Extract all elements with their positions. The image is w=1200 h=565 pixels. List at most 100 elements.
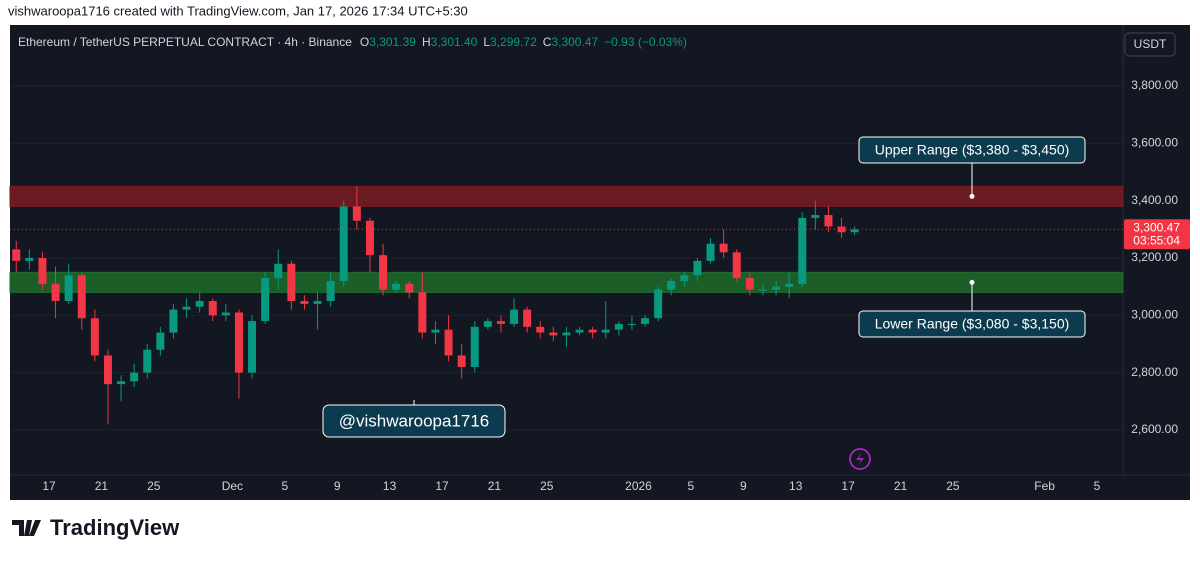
candle-body [195, 301, 204, 307]
candle-body [457, 355, 466, 367]
candle-body [680, 275, 689, 281]
watermark: @vishwaroopa1716 [339, 411, 490, 430]
candle-body [431, 329, 440, 333]
candle-body [130, 372, 139, 382]
x-tick-label: 21 [95, 479, 109, 493]
candle-body [785, 283, 794, 287]
y-tick-label: 2,600.00 [1131, 422, 1178, 436]
x-tick-label: 17 [841, 479, 855, 493]
range-zone [9, 185, 1124, 207]
last-price-box [1124, 219, 1190, 250]
candle-body [667, 280, 676, 290]
candle-body [38, 258, 47, 284]
x-tick-label: 17 [42, 479, 56, 493]
countdown: 03:55:04 [1133, 233, 1180, 247]
x-tick-label: 5 [281, 479, 288, 493]
currency[interactable]: USDT [1134, 37, 1167, 51]
candle-body [405, 283, 414, 293]
ohlc-key: C [543, 35, 552, 49]
candle-body [274, 263, 283, 279]
candle-body [64, 275, 73, 302]
range-zone [9, 271, 1124, 293]
symbol: Ethereum / TetherUS PERPETUAL CONTRACT ·… [18, 35, 352, 49]
candle-body [824, 215, 833, 227]
ohlc-value: 3,300.47 [551, 35, 598, 49]
candle-body [182, 306, 191, 310]
candle-body [234, 312, 243, 373]
y-tick-label: 3,200.00 [1131, 250, 1178, 264]
callout-box [858, 136, 1086, 164]
ohlc-key: H [422, 35, 431, 49]
candle-body [300, 301, 309, 304]
candle-body [51, 283, 60, 302]
candle-body [772, 286, 781, 290]
y-tick-label: 2,800.00 [1131, 365, 1178, 379]
x-tick-label: 13 [383, 479, 397, 493]
alert-icon[interactable] [849, 448, 871, 470]
y-tick-label: 3,600.00 [1131, 136, 1178, 150]
ohlc-value: 3,301.39 [369, 35, 416, 49]
candle-body [117, 381, 126, 385]
x-tick-label: 2026 [625, 479, 652, 493]
x-tick-label: 17 [435, 479, 449, 493]
candle-body [143, 349, 152, 373]
candle-body [208, 301, 217, 316]
plot [9, 85, 1124, 431]
x-tick-label: 9 [334, 479, 341, 493]
candle-body [510, 309, 519, 324]
candle-body [496, 321, 505, 324]
candle-body [627, 323, 636, 325]
candle-body [248, 321, 257, 373]
candle-body [418, 292, 427, 333]
candle-body [562, 332, 571, 336]
x-tick-label: 5 [688, 479, 695, 493]
candle-body [719, 243, 728, 253]
candle-body [850, 229, 859, 233]
x-tick-label: 21 [894, 479, 908, 493]
candle-body [156, 332, 165, 350]
logo-mark [12, 520, 41, 536]
candle-body [261, 278, 270, 322]
ohlc-value: −0.93 (−0.03%) [604, 35, 687, 49]
candle-body [654, 289, 663, 319]
candle-body [470, 326, 479, 367]
candle-body [90, 318, 99, 356]
candle-body [641, 318, 650, 324]
x-tick-label: 9 [740, 479, 747, 493]
candle-body [693, 260, 702, 276]
candle-body [12, 249, 21, 261]
callout-box [858, 310, 1086, 338]
candle-body [287, 263, 296, 302]
candle-body [313, 301, 322, 304]
last-price-label: 3,300.47 [1133, 220, 1180, 234]
candle-body [169, 309, 178, 333]
candle-body [614, 323, 623, 330]
candle-body [811, 215, 820, 218]
x-tick-label: 25 [540, 479, 554, 493]
candle-body [758, 289, 767, 291]
ohlc-key: O [360, 35, 369, 49]
chart-panel [10, 25, 1190, 500]
candle-body [379, 255, 388, 290]
candle-body [523, 309, 532, 327]
ohlc-key: L [483, 35, 490, 49]
candle-body [798, 217, 807, 284]
callout-label: Lower Range ($3,080 - $3,150) [875, 316, 1070, 332]
candle-body [339, 206, 348, 281]
callout-dot [969, 193, 975, 199]
candle-body [706, 243, 715, 261]
y-tick-label: 3,000.00 [1131, 308, 1178, 322]
x-tick-label: 25 [946, 479, 960, 493]
callout-label: Upper Range ($3,380 - $3,450) [875, 142, 1070, 158]
candle-body [575, 329, 584, 333]
x-tick-label: 21 [488, 479, 502, 493]
candle-body [601, 329, 610, 333]
candle-body [77, 275, 86, 319]
x-tick-label: 13 [789, 479, 803, 493]
candle-body [536, 326, 545, 333]
candle-body [837, 226, 846, 233]
alert-bolt [856, 452, 864, 466]
currency-button[interactable] [1124, 32, 1176, 57]
